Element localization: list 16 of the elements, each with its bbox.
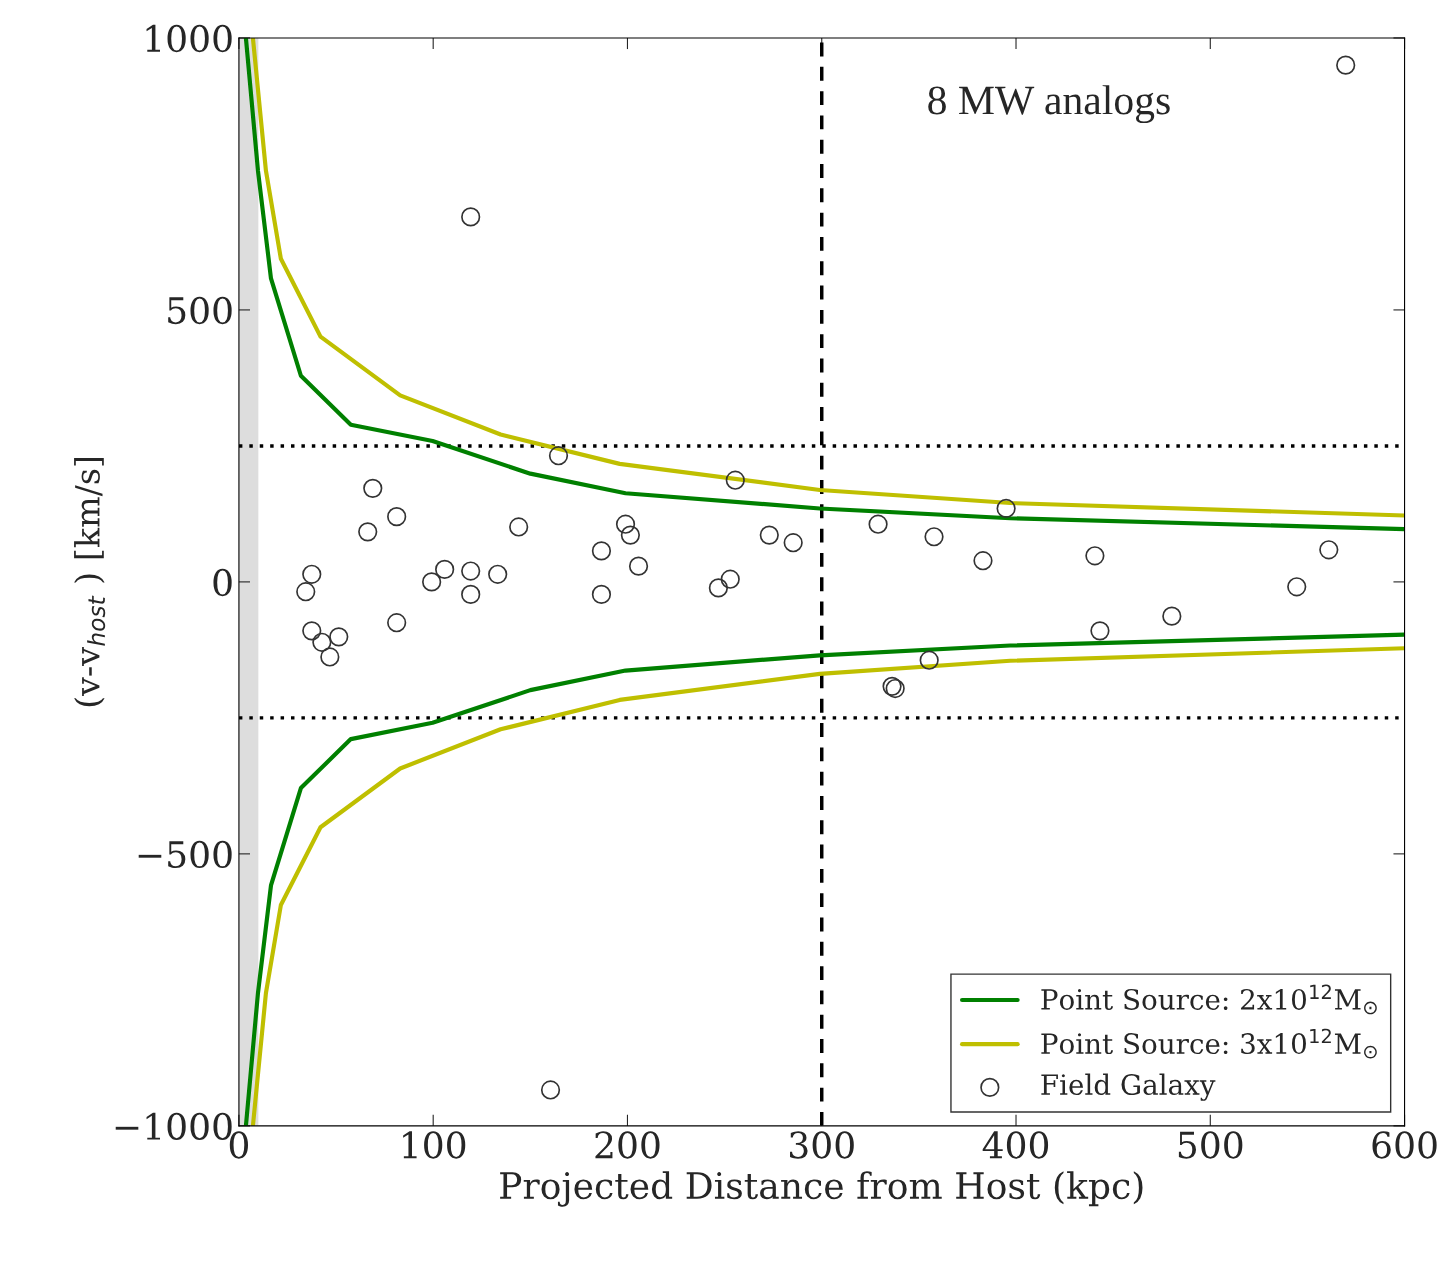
annotation: 8 MW analogs [928, 85, 1170, 124]
x-tick-label: 300 [790, 1131, 854, 1159]
x-tick-label: 400 [982, 1131, 1049, 1159]
legend-label: Point Source: 3x10$^{12}$M$_{⊙}$ [1041, 1028, 1377, 1059]
x-tick-label: 600 [1372, 1131, 1437, 1159]
y-axis-title: (v-v$_{host}$ ) [km/s] [74, 457, 106, 707]
x-axis-title: Projected Distance from Host (kpc) [500, 1171, 1143, 1207]
y-tick-label: −500 [138, 840, 232, 869]
x-tick-label: 100 [403, 1131, 466, 1159]
x-tick-label: 500 [1178, 1131, 1243, 1159]
x-tick-label: 200 [595, 1131, 660, 1159]
y-tick-label: 0 [213, 568, 232, 597]
legend-label: Point Source: 2x10$^{12}$M$_{⊙}$ [1041, 984, 1377, 1015]
legend-label: Field Galaxy [1041, 1073, 1216, 1101]
y-tick-label: 500 [168, 296, 232, 325]
y-tick-label: 1000 [146, 24, 232, 53]
